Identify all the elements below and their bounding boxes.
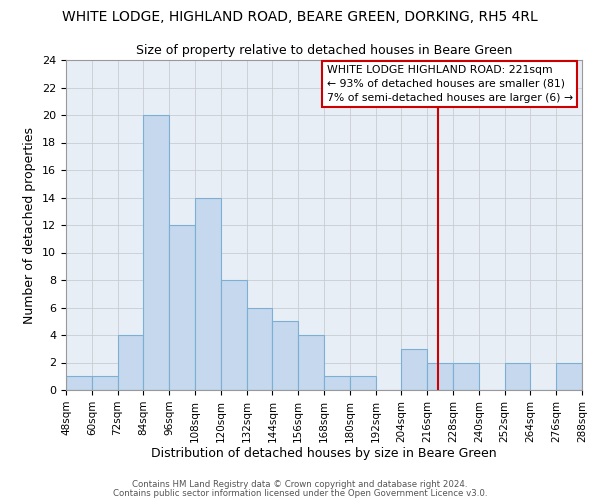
X-axis label: Distribution of detached houses by size in Beare Green: Distribution of detached houses by size … (151, 448, 497, 460)
Bar (221, 280, 247, 390)
Bar (118, 335, 143, 390)
Bar (66, 376, 92, 390)
Bar (556, 362, 582, 390)
Bar (247, 308, 272, 390)
Bar (169, 225, 195, 390)
Bar (453, 362, 479, 390)
Y-axis label: Number of detached properties: Number of detached properties (23, 126, 37, 324)
Bar (92, 376, 118, 390)
Text: WHITE LODGE HIGHLAND ROAD: 221sqm
← 93% of detached houses are smaller (81)
7% o: WHITE LODGE HIGHLAND ROAD: 221sqm ← 93% … (326, 65, 573, 103)
Bar (324, 376, 350, 390)
Bar (401, 349, 427, 390)
Bar (272, 322, 298, 390)
Bar (505, 362, 530, 390)
Text: Contains HM Land Registry data © Crown copyright and database right 2024.: Contains HM Land Registry data © Crown c… (132, 480, 468, 489)
Title: Size of property relative to detached houses in Beare Green: Size of property relative to detached ho… (136, 44, 512, 58)
Bar (427, 362, 453, 390)
Bar (195, 198, 221, 390)
Bar (298, 335, 324, 390)
Bar (143, 115, 169, 390)
Bar (350, 376, 376, 390)
Text: WHITE LODGE, HIGHLAND ROAD, BEARE GREEN, DORKING, RH5 4RL: WHITE LODGE, HIGHLAND ROAD, BEARE GREEN,… (62, 10, 538, 24)
Text: Contains public sector information licensed under the Open Government Licence v3: Contains public sector information licen… (113, 489, 487, 498)
